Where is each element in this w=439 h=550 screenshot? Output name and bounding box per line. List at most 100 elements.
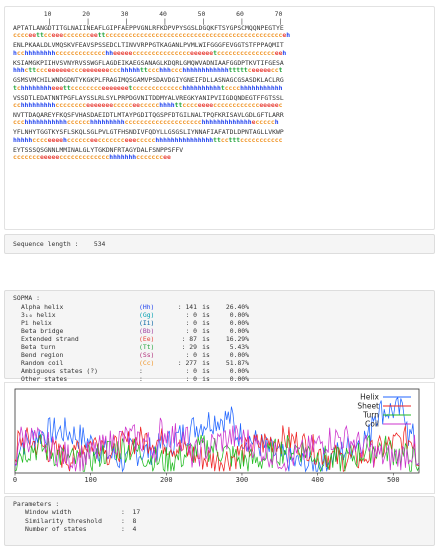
- state-count: : 87: [181, 335, 197, 343]
- sopma-panel: SOPMA : Alpha helix (Hh): 141 is 26.40% 3₁₀ …: [4, 290, 435, 383]
- state-code: (Ee): [139, 335, 155, 343]
- state-percent: 0.00%: [229, 319, 249, 327]
- prediction-line: hcchhhhhhhhccccccccccccchheeeeeccccccccc…: [13, 48, 287, 57]
- sequence-line: APTATLANGDTITGLNAIINEAFLGIPFAEPPVGNLRFKD…: [13, 24, 284, 32]
- sopma-state-row: Other states:: 0 is 0.00%: [21, 375, 249, 383]
- parameters-title: Parameters :: [13, 500, 60, 508]
- sequence-panel: 10 20 30 40 50 60 70 | | | | | | | APTAT…: [4, 6, 435, 230]
- state-count: : 0: [185, 311, 197, 319]
- prediction-line: hhhcttccceeeeeeccceeeeeeeccchhhhhttccchh…: [13, 66, 283, 75]
- state-is: is: [202, 319, 210, 327]
- state-percent: 51.87%: [225, 359, 249, 367]
- sopma-title: SOPMA :: [13, 294, 40, 302]
- x-tick-label: 300: [236, 476, 249, 484]
- sopma-state-row: Beta turn (Tt) : 29 is 5.43%: [21, 343, 249, 351]
- state-is: is: [202, 343, 210, 351]
- state-percent: 0.00%: [229, 311, 249, 319]
- x-tick-label: 100: [84, 476, 97, 484]
- series-line-coil: [14, 417, 420, 473]
- prediction-chart: 0 100 200 300 400 500 Helix Sheet Turn Coil: [4, 382, 435, 494]
- state-code: (Gg): [139, 311, 155, 319]
- ruler-ticks: | | | | | | |: [13, 17, 283, 25]
- parameter-value: 8: [132, 516, 137, 525]
- state-code: :: [139, 375, 143, 383]
- state-percent: 26.40%: [225, 303, 249, 311]
- sopma-state-row: 3₁₀ helix (Gg): 0 is 0.00%: [21, 311, 249, 319]
- sequence-line: KSIAMGKPIIHVSVNYRVSSWGFLAGDEIKAEGSANAGLK…: [13, 58, 284, 67]
- sequence-length-label: Sequence length :: [13, 240, 79, 248]
- sopma-state-row: Random coil (Cc) : 277 is 51.87%: [21, 359, 249, 367]
- parameter-value: 4: [132, 525, 137, 534]
- state-is: is: [202, 327, 210, 335]
- state-code: (Cc): [139, 359, 155, 367]
- state-count: : 277: [177, 359, 197, 367]
- sequence-line: GSMSVMCHILWNDGDNTYKGKPLFRAGIMQSGAMVPSDAV…: [13, 76, 284, 85]
- state-percent: 0.00%: [229, 367, 249, 375]
- state-name: Ambiguous states (?): [21, 367, 98, 375]
- state-name: Bend region: [21, 351, 64, 359]
- parameter-row: Similarity threshold: 8: [25, 516, 137, 525]
- sequence-length-value: 534: [93, 240, 106, 248]
- state-count: : 0: [185, 367, 197, 375]
- sequence-line: EYTSSSQSGNNLMMINALGLYTGKDNFRTAGYDALFSNPP…: [13, 145, 184, 154]
- legend-label-turn: Turn: [362, 411, 379, 420]
- state-is: is: [202, 351, 210, 359]
- state-percent: 0.00%: [229, 351, 249, 359]
- prediction-line: cchhhhhhhhhcccccccceeeeeeeccccceeccccchh…: [13, 101, 283, 110]
- state-code: :: [139, 367, 143, 375]
- sopma-state-row: Bend region (Ss): 0 is 0.00%: [21, 351, 249, 359]
- state-is: is: [202, 359, 210, 367]
- sequence-line: NVTTDAQAREYFKQSFVHASDAEIDTLMTAYPGDITQGSP…: [13, 111, 284, 120]
- state-count: : 0: [185, 327, 197, 335]
- sopma-state-row: Extended strand (Ee): 87 is 16.29%: [21, 335, 249, 343]
- state-name: Random coil: [21, 359, 64, 367]
- state-is: is: [202, 367, 210, 375]
- legend-label-sheet: Sheet: [357, 402, 379, 411]
- sopma-state-row: Pi helix (Ii) : 0 is 0.00%: [21, 319, 249, 327]
- parameter-row: Number of states: 4: [25, 525, 137, 534]
- sequence-line: VSSDTLEDATNNTPGFLAYSSLRLSYLPRPDGVNITDDMY…: [13, 93, 284, 102]
- state-code: (Tt): [139, 343, 155, 351]
- sequence-line: ENLPKAALDLVMQSKVFEAVSPSSEDCLTINVVRPPGTKA…: [13, 41, 284, 50]
- sopma-state-row: Beta bridge (Bb): 0 is 0.00%: [21, 327, 249, 335]
- prediction-line: ccccccceeeeeccccccccccccchhhhhhhccccccce…: [13, 153, 171, 162]
- plot-area: [14, 388, 420, 474]
- legend-label-helix: Helix: [360, 393, 379, 402]
- state-name: Extended strand: [21, 335, 79, 343]
- state-percent: 0.00%: [229, 327, 249, 335]
- state-name: Pi helix: [21, 319, 52, 327]
- state-count: : 0: [185, 375, 197, 383]
- state-percent: 16.29%: [225, 335, 249, 343]
- legend-label-coil: Coil: [365, 420, 379, 429]
- state-code: (Ii): [139, 319, 155, 327]
- parameter-row: Window width: 17: [25, 508, 141, 517]
- x-tick-label: 400: [311, 476, 324, 484]
- sopma-states-table: Alpha helix (Hh): 141 is 26.40% 3₁₀ helix (Gg…: [21, 303, 249, 383]
- parameters-panel: Parameters : Window width: 17 Similarity …: [4, 496, 435, 546]
- sequence-length-panel: Sequence length : 534: [4, 234, 435, 254]
- state-percent: 0.00%: [229, 375, 249, 383]
- x-tick-label: 500: [387, 476, 400, 484]
- prediction-line: tchhhhhhhheeettcccccccceeeeeeetccccccccc…: [13, 83, 283, 92]
- state-name: Alpha helix: [21, 303, 64, 311]
- state-name: Beta turn: [21, 343, 56, 351]
- prediction-line: hhhhhcccceeeehcccccceeccccccceeeccccchhh…: [13, 135, 283, 144]
- parameter-value: 17: [132, 508, 141, 517]
- sopma-state-row: Alpha helix (Hh): 141 is 26.40%: [21, 303, 249, 311]
- state-code: (Ss): [139, 351, 155, 359]
- prediction-line: cccceettcceeeccccccceettcccccccccccccccc…: [13, 31, 291, 40]
- state-count: : 0: [185, 319, 197, 327]
- sopma-state-row: Ambiguous states (?): : 0 is 0.00%: [21, 367, 249, 375]
- state-code: (Bb): [139, 327, 155, 335]
- state-percent: 5.43%: [229, 343, 249, 351]
- state-name: 3₁₀ helix: [21, 311, 56, 319]
- prediction-line: ccchhhhhhhhhhhcccccchhhhhhhhhccccccccccc…: [13, 118, 279, 127]
- state-name: Other states: [21, 375, 68, 383]
- x-tick-label: 200: [160, 476, 173, 484]
- ruler-numbers: 10 20 30 40 50 60 70: [13, 10, 283, 18]
- state-count: : 141: [177, 303, 197, 311]
- state-count: : 29: [181, 343, 197, 351]
- x-tick-label: 0: [13, 476, 17, 484]
